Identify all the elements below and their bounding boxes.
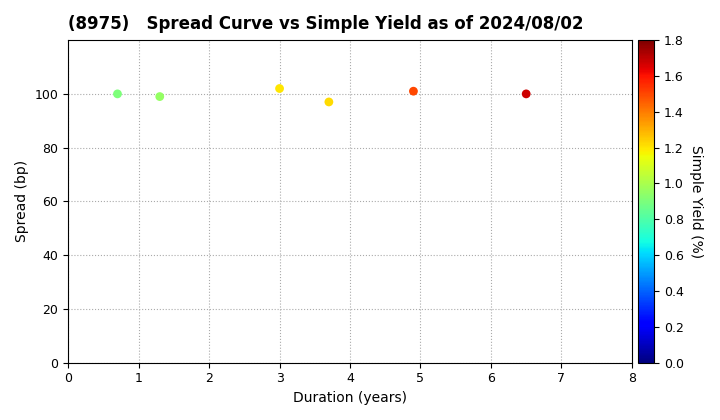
Point	[521, 91, 532, 97]
Point	[274, 85, 285, 92]
Text: (8975)   Spread Curve vs Simple Yield as of 2024/08/02: (8975) Spread Curve vs Simple Yield as o…	[68, 15, 584, 33]
Point	[323, 99, 335, 105]
Point	[112, 91, 123, 97]
Point	[154, 93, 166, 100]
X-axis label: Duration (years): Duration (years)	[293, 391, 407, 405]
Point	[408, 88, 419, 94]
Y-axis label: Simple Yield (%): Simple Yield (%)	[689, 145, 703, 258]
Y-axis label: Spread (bp): Spread (bp)	[15, 160, 29, 242]
